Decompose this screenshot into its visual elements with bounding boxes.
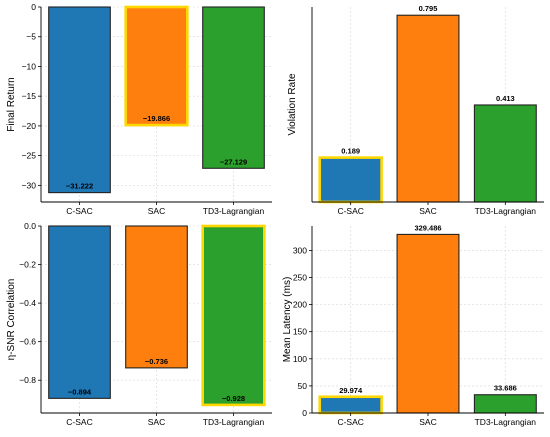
x-tick-label: TD3-Lagrangian [475, 206, 537, 216]
y-tick-label: −0.8 [19, 375, 36, 385]
bar-td3-lagrangian [202, 6, 265, 169]
y-axis-label: Final Return [6, 77, 17, 131]
data-label: 29.974 [339, 386, 363, 395]
bar-td3-lagrangian [201, 224, 266, 407]
x-tick-label: SAC [148, 206, 165, 216]
data-label: −0.928 [222, 394, 245, 403]
y-tick-label: −30 [22, 180, 37, 190]
y-tick-label: 300 [293, 245, 307, 255]
y-tick-label: −10 [22, 61, 37, 71]
x-tick-label: TD3-Lagrangian [475, 417, 537, 427]
y-tick-label: 0.0 [24, 221, 36, 231]
data-label: −27.129 [220, 157, 247, 166]
bar-sac [125, 225, 188, 369]
x-tick-label: SAC [419, 206, 436, 216]
data-label: 329.486 [414, 223, 441, 232]
bar-sac [396, 233, 460, 414]
x-tick-label: TD3-Lagrangian [203, 417, 265, 427]
y-axis-label: Mean Latency (ms) [282, 277, 293, 363]
x-tick-label: C-SAC [337, 417, 363, 427]
y-tick-label: −0.2 [19, 260, 36, 270]
y-tick-label: −0.6 [19, 337, 36, 347]
x-tick-label: TD3-Lagrangian [203, 206, 265, 216]
chart-panel-2: 0.189 C-SAC 0.795 SAC 0.413 TD3-Lagrangian Vio… [287, 4, 544, 216]
y-tick-label: 200 [293, 300, 307, 310]
chart-panel-4: 29.974 C-SAC 329.486 SAC 33.686 TD3-Lagrangia… [282, 223, 544, 427]
y-tick-label: 100 [293, 354, 307, 364]
x-tick-label: C-SAC [337, 206, 363, 216]
y-tick-label: 250 [293, 272, 307, 282]
x-tick-label: C-SAC [66, 417, 92, 427]
data-label: −31.222 [66, 182, 93, 191]
y-tick-label: 0 [31, 2, 36, 12]
chart-panel-1: −31.222 C-SAC −19.866 SAC −27.129 TD3-Lagrang… [6, 2, 272, 216]
bar-td3-lagrangian [473, 104, 537, 203]
bar-td3-lagrangian [473, 394, 537, 414]
y-tick-label: 0 [302, 408, 307, 418]
data-label: 33.686 [494, 384, 517, 393]
data-label: −19.866 [143, 114, 170, 123]
y-tick-label: −25 [22, 151, 37, 161]
data-label: 0.189 [341, 147, 360, 156]
x-tick-label: SAC [148, 417, 165, 427]
x-tick-label: SAC [419, 417, 436, 427]
y-axis-label: η-SNR Correlation [6, 279, 17, 361]
y-tick-label: 50 [298, 381, 308, 391]
bar-c-sac [318, 156, 383, 204]
bar-sac [396, 14, 460, 203]
data-label: −0.894 [68, 387, 92, 396]
y-tick-label: −20 [22, 121, 37, 131]
y-tick-label: 150 [293, 327, 307, 337]
bar-c-sac [48, 225, 111, 399]
y-tick-label: −5 [26, 32, 36, 42]
data-label: 0.795 [419, 4, 438, 13]
y-axis-label: Violation Rate [287, 73, 298, 136]
x-tick-label: C-SAC [66, 206, 92, 216]
data-label: −0.736 [145, 357, 168, 366]
chart-panel-3: −0.894 C-SAC −0.736 SAC −0.928 TD3-Lagrangian… [6, 221, 272, 427]
bar-c-sac [48, 6, 111, 194]
y-tick-label: −15 [22, 91, 37, 101]
bar-sac [124, 5, 189, 127]
y-tick-label: −0.4 [19, 298, 36, 308]
data-label: 0.413 [496, 94, 515, 103]
bar-c-sac [318, 395, 383, 415]
